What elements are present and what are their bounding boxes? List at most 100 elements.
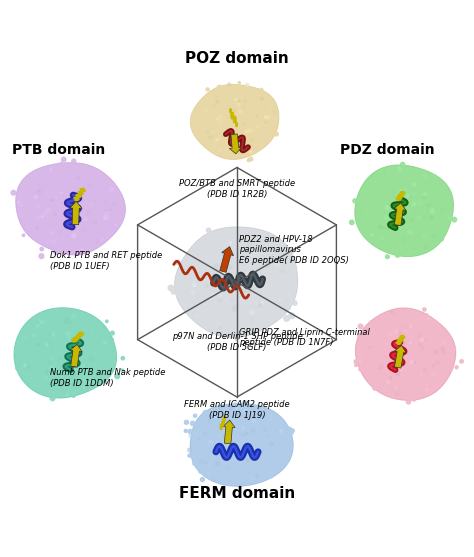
Circle shape [369,346,371,348]
Circle shape [37,232,40,236]
Circle shape [426,316,429,319]
Circle shape [66,317,68,320]
Circle shape [27,221,32,226]
Circle shape [413,247,417,251]
Circle shape [229,110,232,113]
Circle shape [428,212,429,213]
Circle shape [53,230,56,233]
Circle shape [50,396,55,400]
Circle shape [196,121,200,125]
Circle shape [373,385,377,390]
Circle shape [112,363,116,367]
Circle shape [271,245,274,248]
Circle shape [414,362,416,364]
Circle shape [217,273,222,277]
Circle shape [421,185,423,187]
Circle shape [46,377,47,378]
Circle shape [264,126,265,128]
Circle shape [233,478,236,481]
Circle shape [97,322,100,325]
Circle shape [408,313,412,317]
Circle shape [66,370,69,373]
Circle shape [273,447,276,450]
Circle shape [114,220,117,223]
Circle shape [400,363,402,366]
Text: POZ/BTB and SMRT peptide
(PDB ID 1R2B): POZ/BTB and SMRT peptide (PDB ID 1R2B) [179,179,295,199]
Circle shape [30,185,34,189]
Circle shape [395,250,399,253]
Circle shape [223,266,226,269]
Circle shape [250,139,253,141]
Circle shape [384,249,387,252]
Circle shape [31,181,34,184]
Circle shape [425,314,428,317]
Circle shape [206,88,209,91]
Circle shape [36,227,39,229]
Circle shape [66,314,70,317]
Circle shape [249,276,254,280]
Polygon shape [14,308,116,398]
Circle shape [385,255,389,258]
Circle shape [62,247,65,251]
Circle shape [402,248,406,252]
Circle shape [218,423,220,426]
Polygon shape [191,85,279,159]
Circle shape [419,326,423,330]
Circle shape [219,149,220,151]
Circle shape [246,478,249,482]
Circle shape [232,306,237,311]
Circle shape [432,236,435,238]
Circle shape [425,212,428,215]
Circle shape [95,199,96,201]
Circle shape [452,217,456,222]
Circle shape [359,368,362,371]
Circle shape [48,342,52,346]
Circle shape [380,367,382,368]
Circle shape [248,129,251,133]
Circle shape [70,375,73,378]
Circle shape [235,336,239,340]
Circle shape [31,329,34,331]
Circle shape [48,384,51,387]
Circle shape [255,237,260,242]
Circle shape [22,234,25,237]
Circle shape [200,468,204,472]
Circle shape [271,453,275,457]
Circle shape [243,448,246,451]
Circle shape [178,276,181,278]
Circle shape [284,263,289,267]
Circle shape [219,284,225,289]
Circle shape [272,131,274,133]
Circle shape [180,291,182,294]
Circle shape [256,115,257,116]
Circle shape [216,144,218,146]
Circle shape [48,333,51,335]
Circle shape [361,353,364,355]
Circle shape [428,204,430,207]
Circle shape [189,435,191,437]
Circle shape [67,336,70,339]
Circle shape [246,458,249,462]
Circle shape [260,265,264,268]
Circle shape [108,344,110,346]
Circle shape [204,321,208,325]
Circle shape [121,369,124,372]
Circle shape [241,451,243,453]
Circle shape [107,370,110,373]
Circle shape [250,129,253,132]
Circle shape [110,182,114,186]
Polygon shape [16,163,125,255]
Circle shape [101,238,103,241]
Circle shape [393,218,395,220]
Circle shape [236,305,238,307]
Circle shape [223,135,226,137]
Circle shape [40,319,44,323]
Circle shape [72,368,74,371]
Text: GRIP PDZ and Liprin C-terminal
peptide (PDB ID 1N7F): GRIP PDZ and Liprin C-terminal peptide (… [239,328,370,347]
Circle shape [270,415,272,418]
Circle shape [83,228,86,231]
Circle shape [275,262,280,267]
Circle shape [401,163,405,167]
Circle shape [252,458,254,460]
Circle shape [390,320,393,323]
